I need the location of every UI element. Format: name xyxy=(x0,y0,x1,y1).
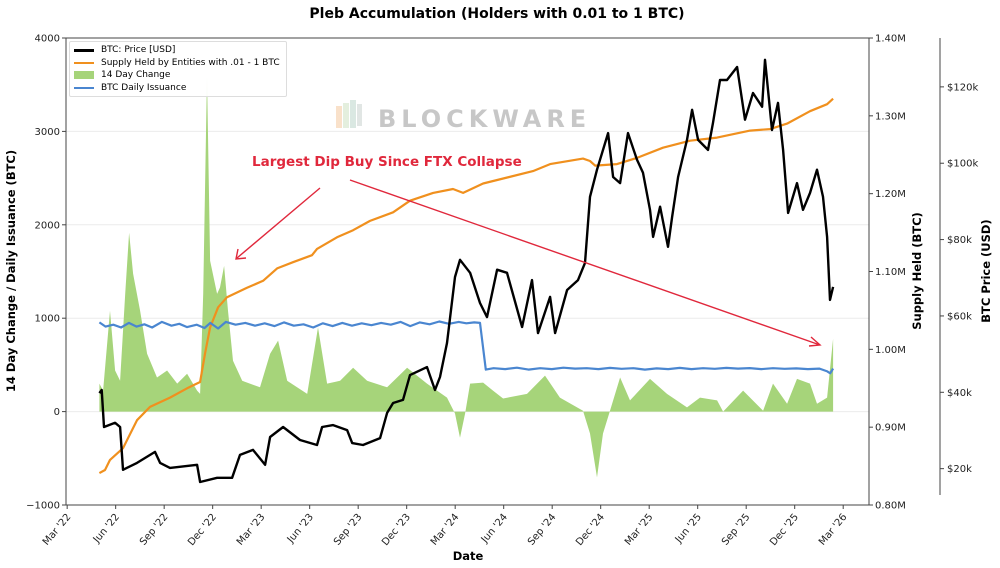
price-tick-label: $20k xyxy=(947,464,972,475)
left-tick-label: −1000 xyxy=(26,501,60,512)
watermark-text: BLOCKWARE xyxy=(378,105,591,133)
legend-swatch xyxy=(74,61,94,64)
x-tick-label: Mar '26 xyxy=(817,512,850,548)
price-tick-label: $120k xyxy=(947,82,978,93)
annotation-arrow-right xyxy=(349,179,822,347)
legend-item-supply: Supply Held by Entities with .01 - 1 BTC xyxy=(74,57,280,70)
x-tick-label: Mar '23 xyxy=(235,512,268,548)
supply-tick-label: 1.40M xyxy=(875,34,906,45)
legend-swatch xyxy=(74,86,94,89)
left-tick-label: 3000 xyxy=(35,127,60,138)
x-tick-label: Mar '22 xyxy=(41,512,74,548)
x-tick-label: Mar '24 xyxy=(429,512,462,548)
legend-label: BTC: Price [USD] xyxy=(101,45,176,55)
x-tick-label: Dec '24 xyxy=(574,512,607,548)
legend-item-price: BTC: Price [USD] xyxy=(74,44,280,57)
blockware-logo-icon xyxy=(336,100,362,128)
legend-item-14day: 14 Day Change xyxy=(74,69,280,82)
x-tick-label: Jun '22 xyxy=(91,512,122,546)
area-14-day-change xyxy=(99,75,834,478)
x-axis-label: Date xyxy=(453,549,484,563)
supply-axis-label: Supply Held (BTC) xyxy=(910,212,924,330)
legend: BTC: Price [USD] Supply Held by Entities… xyxy=(69,41,287,97)
supply-tick-label: 1.10M xyxy=(875,267,906,278)
legend-swatch xyxy=(74,71,94,80)
price-tick-label: $80k xyxy=(947,235,972,246)
x-tick-label: Sep '25 xyxy=(720,512,753,548)
x-tick-label: Jun '24 xyxy=(479,512,510,546)
chart-title: Pleb Accumulation (Holders with 0.01 to … xyxy=(309,6,684,22)
annotation: Largest Dip Buy Since FTX Collapse xyxy=(235,154,822,347)
x-tick-label: Jun '25 xyxy=(673,512,704,546)
left-axis-label: 14 Day Change / Daily Issuance (BTC) xyxy=(4,150,18,392)
line-btc-daily-issuance xyxy=(98,320,835,375)
annotation-arrow-left xyxy=(235,187,321,260)
x-tick-label: Sep '23 xyxy=(332,512,365,548)
x-tick-label: Mar '25 xyxy=(623,512,656,548)
x-tick-label: Sep '22 xyxy=(138,512,171,548)
supply-tick-label: 1.00M xyxy=(875,345,906,356)
supply-tick-label: 1.30M xyxy=(875,111,906,122)
price-tick-label: $40k xyxy=(947,388,972,399)
supply-tick-label: 0.90M xyxy=(875,423,906,434)
left-tick-label: 0 xyxy=(54,407,60,418)
series-layer xyxy=(98,58,835,484)
left-tick-label: 1000 xyxy=(35,314,60,325)
left-tick-label: 2000 xyxy=(35,220,60,231)
price-axis-label: BTC Price (USD) xyxy=(979,219,993,322)
x-tick-label: Dec '22 xyxy=(186,512,219,548)
line-btc-price-usd xyxy=(98,58,835,484)
legend-label: Supply Held by Entities with .01 - 1 BTC xyxy=(101,57,280,68)
legend-item-issuance: BTC Daily Issuance xyxy=(74,82,280,95)
annotation-text: Largest Dip Buy Since FTX Collapse xyxy=(252,154,522,170)
x-tick-label: Sep '24 xyxy=(526,512,559,548)
x-tick-label: Jun '23 xyxy=(285,512,316,546)
legend-swatch xyxy=(74,49,94,52)
price-tick-label: $60k xyxy=(947,311,972,322)
legend-label: BTC Daily Issuance xyxy=(101,82,187,93)
left-tick-label: 4000 xyxy=(35,34,60,45)
price-tick-label: $100k xyxy=(947,159,978,170)
x-tick-label: Dec '25 xyxy=(768,512,801,548)
legend-label: 14 Day Change xyxy=(101,70,171,80)
supply-tick-label: 0.80M xyxy=(875,501,906,512)
supply-tick-label: 1.20M xyxy=(875,189,906,200)
blockware-watermark: BLOCKWARE xyxy=(336,100,591,133)
x-tick-label: Dec '23 xyxy=(380,512,413,548)
